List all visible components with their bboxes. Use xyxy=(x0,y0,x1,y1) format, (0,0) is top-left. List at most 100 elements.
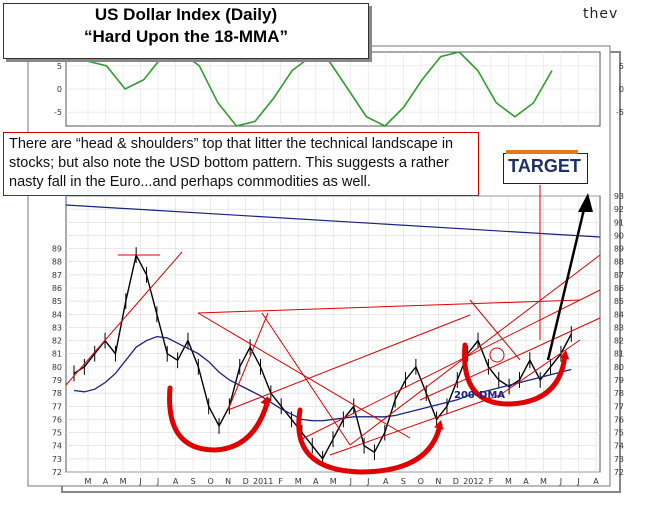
trendline xyxy=(349,254,601,446)
target-label: TARGET xyxy=(508,156,581,176)
bottom-arc-3 xyxy=(462,342,568,407)
trendline xyxy=(261,312,351,446)
y-tick-left: 89 xyxy=(52,245,62,254)
x-tick: M xyxy=(505,477,512,486)
x-tick: A xyxy=(593,477,599,486)
y-tick-left: 87 xyxy=(52,271,62,280)
x-tick: J xyxy=(559,477,562,486)
y-tick-left: 81 xyxy=(52,350,62,359)
brand-text: thev xyxy=(583,6,619,22)
trendline xyxy=(499,339,581,396)
bottom-arc-2 xyxy=(296,407,443,475)
y-tick-right: 87 xyxy=(614,271,624,280)
y-tick-right: 81 xyxy=(614,350,624,359)
trendline xyxy=(227,314,471,411)
y-tick-right: 82 xyxy=(614,337,624,346)
x-tick: J xyxy=(576,477,579,486)
y-tick-right: 78 xyxy=(614,389,624,398)
y-tick-right: 90 xyxy=(614,231,624,240)
x-tick: A xyxy=(173,477,179,486)
x-tick: A xyxy=(313,477,319,486)
arc-arrowhead xyxy=(260,396,270,406)
y-tick-right: 92 xyxy=(614,205,624,214)
y-tick-left: 79 xyxy=(52,376,62,385)
x-tick: N xyxy=(225,477,231,486)
x-tick: D xyxy=(453,477,459,486)
osc-tick-right: -5 xyxy=(616,108,624,117)
bottom-arc-1 xyxy=(167,385,271,453)
x-tick: S xyxy=(191,477,196,486)
osc-tick-left: 5 xyxy=(57,62,62,71)
y-tick-right: 84 xyxy=(614,310,624,319)
y-tick-right: 83 xyxy=(614,323,624,332)
y-tick-right: 85 xyxy=(614,297,624,306)
y-tick-left: 86 xyxy=(52,284,62,293)
target-accent-bar xyxy=(506,150,578,154)
y-tick-left: 80 xyxy=(52,363,62,372)
trendline xyxy=(419,317,601,401)
y-tick-right: 79 xyxy=(614,376,624,385)
x-tick: O xyxy=(207,477,213,486)
neckline xyxy=(197,299,581,314)
y-tick-left: 84 xyxy=(52,310,62,319)
y-tick-left: 83 xyxy=(52,323,62,332)
target-arrow xyxy=(546,204,587,361)
title-box: US Dollar Index (Daily) “Hard Upon the 1… xyxy=(3,3,369,59)
x-tick: M xyxy=(120,477,127,486)
arc-arrowhead xyxy=(434,420,444,430)
x-tick: 2012 xyxy=(463,477,483,486)
y-tick-right: 75 xyxy=(614,429,624,438)
x-tick: J xyxy=(349,477,352,486)
y-tick-right: 88 xyxy=(614,258,624,267)
annotations xyxy=(65,185,601,475)
x-tick: M xyxy=(540,477,547,486)
y-tick-right: 73 xyxy=(614,455,624,464)
y-tick-right: 86 xyxy=(614,284,624,293)
y-tick-left: 75 xyxy=(52,429,62,438)
axes: 93 92 91 90 89 88 87 86 85 84 83 82 81 80 79 78 77 76 75 74… xyxy=(52,62,624,486)
y-tick-right: 91 xyxy=(614,218,624,227)
chart-subtitle: “Hard Upon the 18-MMA” xyxy=(84,27,288,46)
y-tick-left: 73 xyxy=(52,455,62,464)
x-tick: A xyxy=(523,477,529,486)
x-tick: S xyxy=(401,477,406,486)
y-tick-right: 74 xyxy=(614,442,624,451)
x-tick: A xyxy=(383,477,389,486)
chart-title: US Dollar Index (Daily) xyxy=(94,5,278,24)
trendline xyxy=(65,251,183,386)
x-tick: M xyxy=(295,477,302,486)
arc-arrowhead xyxy=(559,350,570,360)
downtrend-line xyxy=(65,204,601,238)
trendline xyxy=(299,289,601,441)
x-tick: A xyxy=(103,477,109,486)
y-tick-left: 85 xyxy=(52,297,62,306)
y-tick-left: 82 xyxy=(52,337,62,346)
y-tick-right: 80 xyxy=(614,363,624,372)
y-tick-right: 93 xyxy=(614,192,624,201)
osc-tick-left: 0 xyxy=(57,85,62,94)
pattern-circle xyxy=(489,347,505,363)
x-tick: J xyxy=(366,477,369,486)
x-tick: F xyxy=(489,477,494,486)
y-tick-left: 76 xyxy=(52,415,62,424)
x-tick: M xyxy=(330,477,337,486)
ma-line xyxy=(73,335,572,422)
y-tick-left: 77 xyxy=(52,402,62,411)
osc-tick-left: -5 xyxy=(54,108,62,117)
target-arrowhead xyxy=(578,193,593,212)
y-tick-left: 72 xyxy=(52,468,62,477)
y-tick-right: 89 xyxy=(614,245,624,254)
trendline xyxy=(329,394,501,456)
x-tick: D xyxy=(243,477,249,486)
y-tick-left: 78 xyxy=(52,389,62,398)
y-tick-left: 88 xyxy=(52,258,62,267)
x-tick: J xyxy=(156,477,159,486)
trendline xyxy=(469,299,521,361)
x-tick: 2011 xyxy=(253,477,273,486)
commentary-note: There are “head & shoulders” top that li… xyxy=(3,132,479,196)
y-tick-right: 72 xyxy=(614,468,624,477)
x-tick: F xyxy=(278,477,283,486)
x-tick: O xyxy=(418,477,424,486)
x-tick: J xyxy=(138,477,141,486)
